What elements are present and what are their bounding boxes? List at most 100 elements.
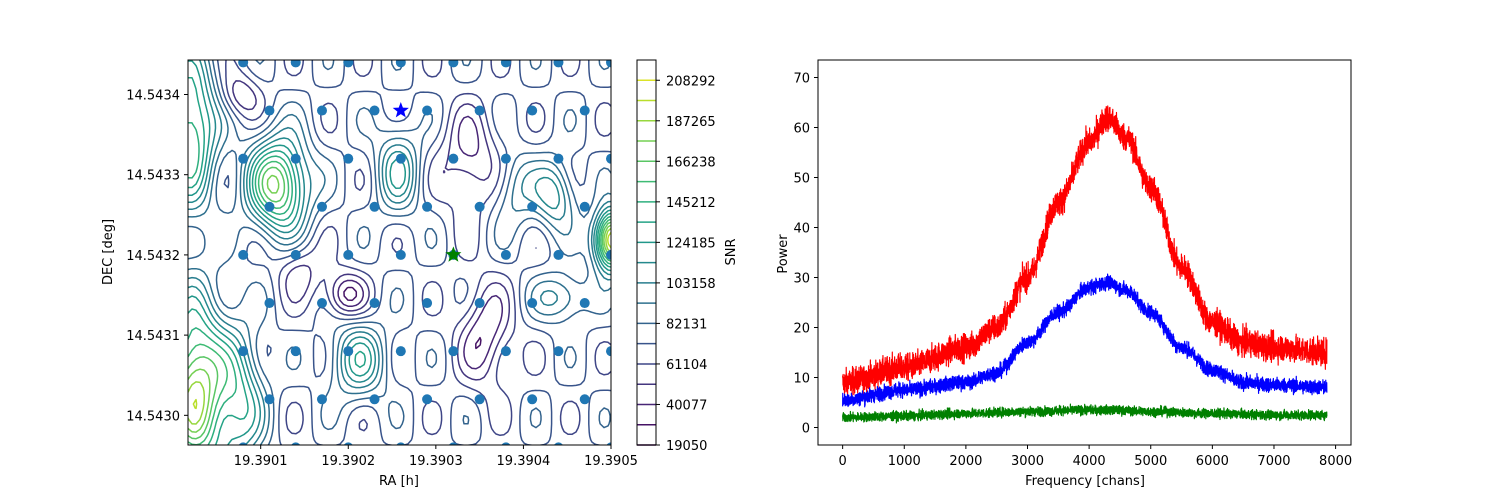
beam-grid-point — [448, 442, 458, 445]
beam-grid-point — [343, 153, 354, 164]
beam-grid-point — [527, 201, 538, 212]
right-x-tick-label: 8000 — [1319, 454, 1352, 469]
beam-grid-point — [291, 442, 301, 445]
colorbar-tick-label: 208292 — [666, 74, 716, 89]
beam-grid-point — [474, 105, 485, 116]
beam-grid-point — [448, 153, 459, 164]
beam-grid-point — [500, 60, 511, 68]
right-x-axis-label: Frequency [chans] — [1025, 474, 1145, 489]
snr-contour-line — [188, 227, 611, 425]
beam-grid-point — [395, 249, 406, 260]
beam-grid-point — [369, 201, 380, 212]
colorbar-label: SNR — [724, 238, 739, 265]
left-x-tick-label: 19.3901 — [234, 454, 288, 469]
beam-grid-point — [579, 298, 590, 309]
beam-grid-point — [579, 105, 590, 116]
best-position-star-marker — [445, 246, 462, 262]
beam-grid-point — [395, 346, 406, 357]
snr-contour-line — [188, 166, 611, 440]
beam-grid-point — [553, 346, 564, 357]
beam-grid-point — [290, 249, 301, 260]
left-axes-frame — [187, 59, 612, 446]
colorbar-tick-label: 166238 — [666, 155, 716, 170]
beam-grid-point — [264, 201, 275, 212]
left-x-tick-label: 19.3904 — [497, 454, 551, 469]
beam-grid-point — [606, 346, 611, 357]
beam-grid-point — [343, 60, 354, 68]
right-y-tick-label: 0 — [802, 422, 810, 437]
beam-grid-point — [264, 105, 275, 116]
right-x-tick-label: 0 — [839, 454, 847, 469]
beam-grid-point — [238, 249, 249, 260]
beam-grid-point — [527, 394, 538, 405]
left-x-tick-label: 19.3902 — [321, 454, 375, 469]
right-x-tick-label: 5000 — [1134, 454, 1167, 469]
beam-grid-point — [422, 298, 433, 309]
beam-grid-point — [606, 249, 611, 260]
beam-grid-point — [316, 201, 327, 212]
beam-grid-point — [316, 105, 327, 116]
beam-grid-point — [554, 442, 563, 445]
beam-grid-point — [527, 298, 538, 309]
power-spectra — [842, 105, 1328, 424]
beam-grid-points — [238, 60, 611, 445]
beam-grid-point — [527, 105, 538, 116]
left-y-axis-label: DEC [deg] — [101, 219, 116, 285]
beam-grid-point — [422, 201, 433, 212]
right-y-tick-label: 30 — [793, 272, 810, 287]
beam-grid-point — [553, 60, 564, 68]
left-y-tick-label: 14.5434 — [126, 88, 180, 103]
right-x-tick-label: 3000 — [1011, 454, 1044, 469]
beam-grid-point — [238, 346, 249, 357]
beam-grid-point — [290, 346, 301, 357]
beam-grid-point — [553, 249, 564, 260]
colorbar-tick-label: 124185 — [666, 236, 716, 251]
beam-grid-point — [448, 346, 459, 357]
right-y-ticks: 0 10 20 30 40 50 60 70 — [793, 72, 818, 437]
right-y-tick-label: 40 — [793, 222, 810, 237]
beam-grid-point — [238, 60, 249, 68]
left-x-ticks: 19.3901 19.3902 19.3903 19.3904 19.3905 — [234, 445, 638, 469]
spectrum-series-line — [842, 273, 1328, 408]
left-y-tick-label: 14.5431 — [126, 329, 180, 344]
colorbar-tick-label: 187265 — [666, 115, 716, 130]
right-y-tick-label: 20 — [793, 322, 810, 337]
left-y-tick-label: 14.5430 — [126, 409, 180, 424]
right-y-tick-label: 70 — [793, 72, 810, 87]
beam-grid-point — [316, 394, 327, 405]
beam-grid-point — [369, 394, 380, 405]
snr-contour-line — [192, 231, 611, 410]
beam-grid-point — [343, 442, 353, 445]
right-x-tick-label: 4000 — [1073, 454, 1106, 469]
beam-grid-point — [500, 249, 511, 260]
beam-grid-point — [606, 442, 611, 445]
best-position-star-marker — [392, 102, 409, 118]
beam-grid-point — [264, 394, 275, 405]
beam-grid-point — [290, 60, 301, 68]
colorbar-tick-label: 40077 — [666, 398, 707, 413]
snr-contour-line — [188, 122, 611, 445]
colorbar-level-lines — [637, 79, 656, 446]
snr-contour-line — [188, 174, 611, 433]
beam-grid-point — [369, 298, 380, 309]
colorbar-frame — [636, 59, 657, 446]
colorbar-tick-label: 19050 — [666, 439, 707, 454]
beam-grid-point — [448, 60, 459, 68]
left-y-tick-label: 14.5432 — [126, 249, 180, 264]
beam-grid-point — [501, 442, 511, 445]
beam-grid-point — [474, 201, 485, 212]
left-x-axis-label: RA [h] — [379, 474, 419, 489]
snr-contour-line — [343, 286, 482, 350]
beam-grid-point — [369, 105, 380, 116]
right-y-tick-label: 50 — [793, 172, 810, 187]
colorbar-tick-label: 82131 — [666, 317, 707, 332]
beam-grid-point — [395, 153, 406, 164]
right-x-ticks: 0 1000 2000 3000 4000 5000 6000 7000 8000 — [839, 445, 1352, 469]
spectrum-series-line — [842, 403, 1328, 424]
left-y-ticks: 14.5430 14.5431 14.5432 14.5433 14.5434 — [126, 88, 188, 424]
snr-contour-line — [188, 60, 611, 445]
snr-contour-line — [337, 115, 504, 370]
left-x-tick-label: 19.3905 — [584, 454, 638, 469]
beam-grid-point — [422, 394, 433, 405]
